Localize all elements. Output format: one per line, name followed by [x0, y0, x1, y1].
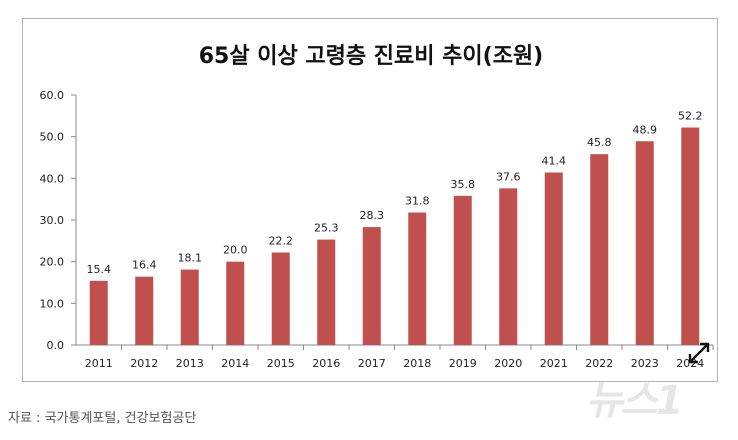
x-tick-label: 2023 — [631, 357, 659, 370]
data-label-2016: 25.3 — [314, 222, 339, 235]
x-tick-label: 2013 — [176, 357, 204, 370]
x-tick-label: 2018 — [403, 357, 431, 370]
x-tick-label: 2020 — [494, 357, 522, 370]
bar-2014 — [226, 261, 245, 345]
bar-2019 — [453, 195, 472, 345]
data-label-2018: 31.8 — [405, 195, 430, 208]
bar-2011 — [89, 280, 108, 345]
data-label-2011: 15.4 — [87, 263, 112, 276]
x-tick-label: 2014 — [221, 357, 249, 370]
chart-title: 65살 이상 고령층 진료비 추이(조원) — [199, 44, 543, 69]
chart-frame: 65살 이상 고령층 진료비 추이(조원) 0.0 10.0 20.0 30.0 40.… — [22, 18, 718, 382]
data-label-2021: 41.4 — [542, 155, 567, 168]
y-tick-label: 20.0 — [40, 256, 65, 269]
data-label-2024: 52.2 — [678, 110, 703, 123]
news1-watermark-logo: 뉴스1 — [586, 378, 683, 424]
x-tick-label: 2021 — [540, 357, 568, 370]
data-label-2020: 37.6 — [496, 170, 521, 183]
x-tick-label: 2015 — [267, 357, 295, 370]
y-tick-label: 60.0 — [40, 89, 65, 102]
data-label-2017: 28.3 — [360, 209, 385, 222]
y-tick-label: 10.0 — [40, 297, 65, 310]
expand-arrows-icon[interactable] — [686, 340, 712, 366]
bar-2023 — [635, 141, 654, 345]
data-label-2023: 48.9 — [633, 123, 658, 136]
bar-2020 — [499, 188, 518, 345]
source-caption: 자료 : 국가통계포털, 건강보험공단 — [8, 411, 197, 426]
data-label-2014: 20.0 — [223, 244, 248, 257]
y-tick-label: 30.0 — [40, 214, 65, 227]
data-label-2012: 16.4 — [132, 259, 157, 272]
bar-2012 — [135, 276, 154, 345]
x-tick-label: 2016 — [312, 357, 340, 370]
x-tick-label: 2024 — [676, 357, 704, 370]
x-tick-label: 2019 — [449, 357, 477, 370]
x-tick-label: 2022 — [585, 357, 613, 370]
data-label-2013: 18.1 — [178, 252, 203, 265]
x-tick-label: 2011 — [85, 357, 113, 370]
y-tick-label: 50.0 — [40, 131, 65, 144]
bar-2021 — [544, 172, 563, 345]
x-tick-label: 2012 — [130, 357, 158, 370]
x-tick-label: 2017 — [358, 357, 386, 370]
bar-2022 — [590, 154, 609, 345]
data-label-2022: 45.8 — [587, 136, 612, 149]
bar-2018 — [408, 212, 427, 345]
y-tick-label: 40.0 — [40, 172, 65, 185]
bar-2017 — [362, 227, 381, 345]
bar-2015 — [271, 252, 290, 345]
data-label-2015: 22.2 — [269, 235, 294, 248]
bar-2013 — [180, 269, 199, 345]
bar-2016 — [317, 239, 336, 345]
bar-2024 — [681, 127, 700, 345]
y-tick-label: 0.0 — [47, 339, 65, 352]
bar-chart: 65살 이상 고령층 진료비 추이(조원) 0.0 10.0 20.0 30.0 40.… — [40, 44, 714, 370]
data-label-2019: 35.8 — [451, 178, 476, 191]
